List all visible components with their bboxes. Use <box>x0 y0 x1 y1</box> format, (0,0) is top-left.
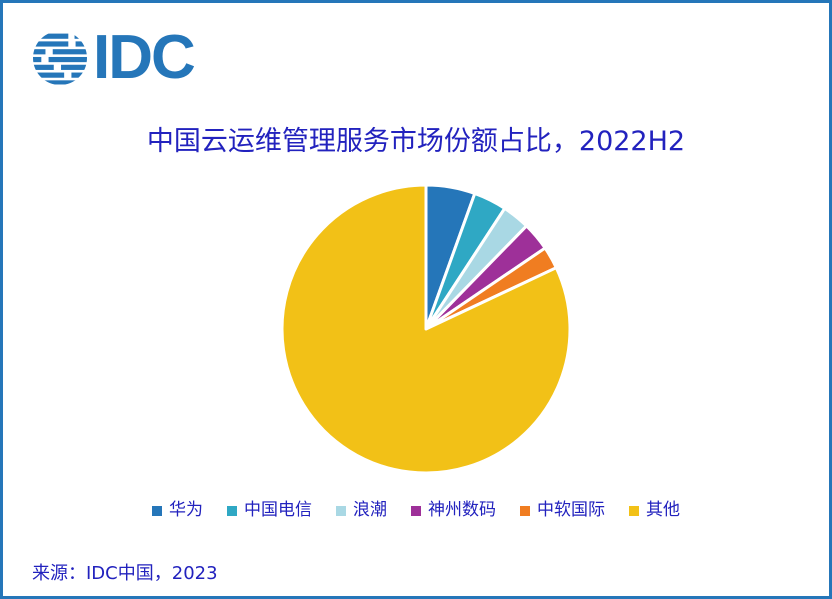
legend: 华为 中国电信 浪潮 神州数码 中软国际 其他 <box>3 502 829 519</box>
pie-chart-area <box>276 179 576 479</box>
legend-label: 其他 <box>646 500 680 520</box>
legend-label: 华为 <box>169 500 203 520</box>
legend-swatch-icon <box>520 505 530 516</box>
source-note: 来源：IDC中国，2023 <box>32 563 218 584</box>
legend-swatch-icon <box>629 505 639 516</box>
pie-chart <box>280 183 572 475</box>
chart-title: 中国云运维管理服务市场份额占比，2022H2 <box>146 126 686 157</box>
legend-swatch-icon <box>227 505 237 516</box>
legend-swatch-icon <box>411 505 421 516</box>
legend-item-5: 其他 <box>629 502 680 519</box>
legend-swatch-icon <box>152 505 162 516</box>
legend-item-3: 神州数码 <box>411 502 496 519</box>
idc-logo: IDC <box>33 23 196 92</box>
legend-swatch-icon <box>336 505 346 516</box>
legend-label: 神州数码 <box>428 500 496 520</box>
idc-logo-text: IDC <box>93 23 196 92</box>
legend-item-2: 浪潮 <box>336 502 387 519</box>
legend-item-4: 中软国际 <box>520 502 605 519</box>
legend-label: 中国电信 <box>244 500 312 520</box>
legend-item-1: 中国电信 <box>227 502 312 519</box>
idc-globe-icon <box>33 33 87 85</box>
legend-label: 中软国际 <box>537 500 605 520</box>
legend-item-0: 华为 <box>152 502 203 519</box>
pie-slice-5 <box>280 183 572 475</box>
legend-label: 浪潮 <box>353 500 387 520</box>
